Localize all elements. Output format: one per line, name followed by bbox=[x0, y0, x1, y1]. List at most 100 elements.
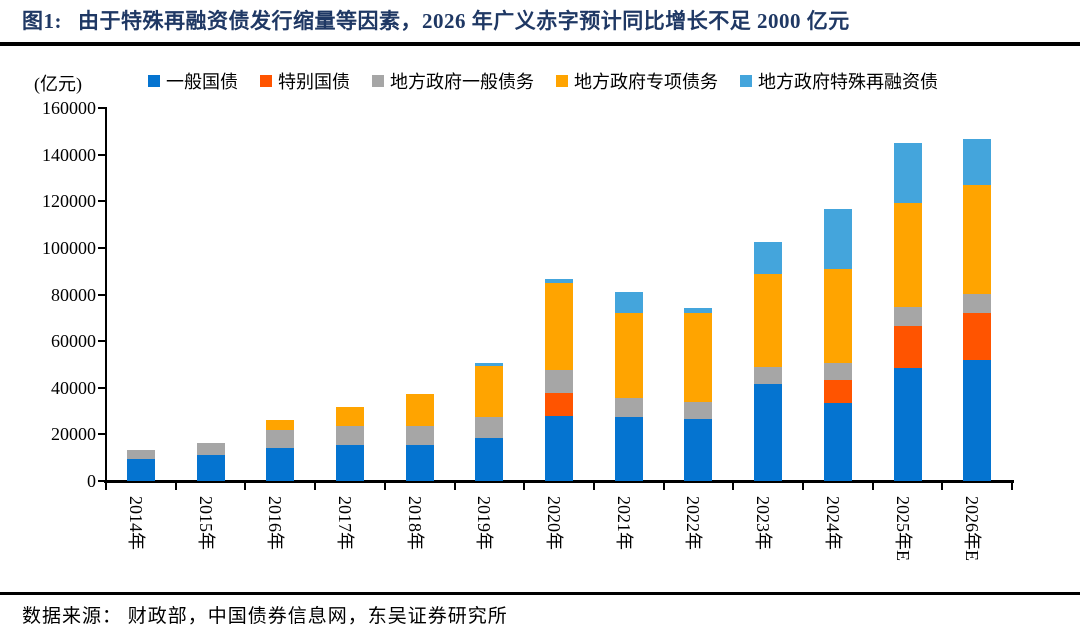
y-axis-tick-label: 120000 bbox=[42, 191, 96, 212]
y-axis-tick-label: 0 bbox=[87, 471, 96, 491]
bar-segment-地方政府专项债务 bbox=[823, 268, 852, 364]
bar-segment-地方政府专项债务 bbox=[405, 394, 434, 426]
x-axis-label: 2023年 bbox=[753, 496, 774, 550]
y-axis-tick-label: 100000 bbox=[42, 237, 96, 258]
legend-label: 地方政府一般债务 bbox=[390, 72, 534, 92]
figure-title-text: 由于特殊再融资债发行缩量等因素，2026 年广义赤字预计同比增长不足 2000 … bbox=[78, 9, 850, 33]
bar-segment-地方政府专项债务 bbox=[266, 420, 295, 430]
bar-segment-一般国债 bbox=[126, 458, 155, 481]
figure-title: 图1: 由于特殊再融资债发行缩量等因素，2026 年广义赤字预计同比增长不足 20… bbox=[22, 5, 1072, 35]
y-axis-tick bbox=[98, 386, 106, 389]
bar-segment-一般国债 bbox=[475, 438, 504, 481]
bar-2014年 bbox=[126, 449, 155, 482]
x-axis-tick bbox=[383, 483, 386, 490]
bar-segment-地方政府特殊再融资债 bbox=[893, 142, 922, 204]
x-axis-tick bbox=[314, 483, 317, 490]
figure-number: 图1: bbox=[22, 9, 62, 33]
bar-segment-地方政府专项债务 bbox=[754, 273, 783, 368]
bar-2024年 bbox=[823, 209, 852, 481]
bar-segment-地方政府特殊再融资债 bbox=[684, 308, 713, 313]
bar-segment-地方政府专项债务 bbox=[893, 203, 922, 307]
x-axis-tick bbox=[592, 483, 595, 490]
bar-segment-特别国债 bbox=[963, 313, 992, 360]
bar-2018年 bbox=[405, 394, 434, 481]
title-divider-rule bbox=[0, 42, 1080, 46]
bar-segment-地方政府专项债务 bbox=[475, 366, 504, 417]
x-axis-tick bbox=[801, 483, 804, 490]
x-axis-label: 2025年E bbox=[892, 496, 913, 561]
bar-segment-地方政府一般债务 bbox=[684, 402, 713, 420]
bar-segment-一般国债 bbox=[405, 444, 434, 481]
bar-segment-地方政府专项债务 bbox=[963, 185, 992, 295]
x-axis-tick bbox=[244, 483, 247, 490]
bar-segment-地方政府一般债务 bbox=[405, 425, 434, 445]
x-axis-tick bbox=[662, 483, 665, 490]
legend-label: 一般国债 bbox=[166, 72, 238, 92]
y-axis-tick bbox=[98, 246, 106, 249]
x-axis-line bbox=[104, 480, 1014, 483]
legend-label: 地方政府特殊再融资债 bbox=[758, 72, 938, 92]
bar-segment-地方政府专项债务 bbox=[545, 282, 573, 370]
bar-segment-一般国债 bbox=[963, 359, 992, 481]
legend-label: 特别国债 bbox=[278, 72, 350, 92]
x-axis-tick bbox=[105, 483, 107, 490]
bar-segment-一般国债 bbox=[823, 403, 852, 481]
bar-segment-地方政府一般债务 bbox=[754, 367, 783, 385]
bar-segment-一般国债 bbox=[614, 416, 643, 481]
legend-item-特别国债: 特别国债 bbox=[260, 68, 350, 94]
x-axis-tick bbox=[523, 483, 526, 490]
bar-segment-一般国债 bbox=[684, 419, 713, 481]
bar-2015年 bbox=[196, 443, 225, 481]
bottom-divider-rule bbox=[0, 592, 1080, 595]
bar-segment-地方政府一般债务 bbox=[266, 429, 295, 449]
bar-2021年 bbox=[614, 291, 643, 481]
bar-2023年 bbox=[754, 241, 783, 481]
bar-segment-地方政府专项债务 bbox=[614, 312, 643, 398]
x-axis-tick bbox=[453, 483, 456, 490]
bar-segment-地方政府特殊再融资债 bbox=[545, 279, 573, 283]
x-axis-tick bbox=[871, 483, 874, 490]
bar-segment-一般国债 bbox=[754, 384, 783, 481]
bar-segment-地方政府一般债务 bbox=[963, 294, 992, 314]
legend-item-一般国债: 一般国债 bbox=[148, 68, 238, 94]
y-axis-tick-label: 40000 bbox=[51, 377, 96, 398]
bar-2017年 bbox=[335, 406, 364, 481]
bar-segment-特别国债 bbox=[823, 379, 852, 404]
x-axis-label: 2014年 bbox=[125, 496, 146, 550]
x-axis-label: 2016年 bbox=[265, 496, 286, 550]
y-axis-tick bbox=[98, 340, 106, 343]
x-axis-label: 2021年 bbox=[613, 496, 634, 550]
legend-label: 地方政府专项债务 bbox=[574, 72, 718, 92]
bar-segment-地方政府特殊再融资债 bbox=[614, 291, 643, 313]
bar-2022年 bbox=[684, 308, 713, 481]
bar-segment-特别国债 bbox=[893, 325, 922, 368]
y-axis-line bbox=[105, 107, 107, 483]
bar-segment-地方政府特殊再融资债 bbox=[475, 362, 504, 367]
bar-segment-地方政府特殊再融资债 bbox=[963, 138, 992, 186]
bar-segment-地方政府一般债务 bbox=[545, 369, 573, 393]
bar-segment-地方政府一般债务 bbox=[196, 443, 225, 455]
bar-2020年 bbox=[545, 279, 573, 481]
x-axis-tick bbox=[1011, 483, 1013, 490]
bar-segment-地方政府专项债务 bbox=[684, 312, 713, 403]
bar-segment-一般国债 bbox=[266, 448, 295, 481]
x-axis-label: 2026年E bbox=[962, 496, 983, 561]
bar-segment-地方政府专项债务 bbox=[335, 406, 364, 426]
legend-marker-icon bbox=[740, 75, 752, 87]
y-axis-tick-label: 60000 bbox=[51, 331, 96, 352]
legend-item-地方政府专项债务: 地方政府专项债务 bbox=[556, 68, 718, 94]
chart-legend: 一般国债 特别国债 地方政府一般债务 地方政府专项债务 地方政府特殊再融资债 bbox=[148, 68, 1078, 94]
legend-marker-icon bbox=[148, 75, 160, 87]
x-axis-tick bbox=[941, 483, 944, 490]
y-axis-tick bbox=[98, 433, 106, 436]
bar-segment-地方政府一般债务 bbox=[614, 397, 643, 417]
legend-marker-icon bbox=[556, 75, 568, 87]
bar-segment-一般国债 bbox=[545, 416, 573, 481]
legend-marker-icon bbox=[260, 75, 272, 87]
x-axis-label: 2017年 bbox=[334, 496, 355, 550]
bar-2025年E bbox=[893, 142, 922, 481]
data-source-note: 数据来源： 财政部，中国债券信息网，东吴证券研究所 bbox=[22, 606, 508, 627]
bar-segment-地方政府一般债务 bbox=[823, 363, 852, 380]
bar-2019年 bbox=[475, 362, 504, 481]
y-axis-tick bbox=[98, 153, 106, 156]
